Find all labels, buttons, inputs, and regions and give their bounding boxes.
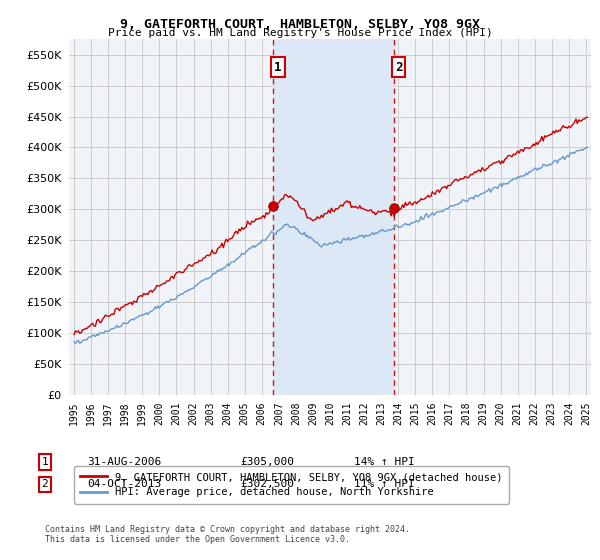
Legend: 9, GATEFORTH COURT, HAMBLETON, SELBY, YO8 9GX (detached house), HPI: Average pri: 9, GATEFORTH COURT, HAMBLETON, SELBY, YO… <box>74 466 509 503</box>
Text: 1: 1 <box>274 60 281 73</box>
Text: 04-OCT-2013: 04-OCT-2013 <box>87 479 161 489</box>
Bar <box>273 39 394 395</box>
Text: 1: 1 <box>41 457 49 467</box>
Text: Price paid vs. HM Land Registry's House Price Index (HPI): Price paid vs. HM Land Registry's House … <box>107 28 493 38</box>
Text: 2: 2 <box>395 60 403 73</box>
Text: £305,000: £305,000 <box>240 457 294 467</box>
Text: 9, GATEFORTH COURT, HAMBLETON, SELBY, YO8 9GX: 9, GATEFORTH COURT, HAMBLETON, SELBY, YO… <box>120 18 480 31</box>
Text: 14% ↑ HPI: 14% ↑ HPI <box>354 457 415 467</box>
Text: 2: 2 <box>41 479 49 489</box>
Text: 31-AUG-2006: 31-AUG-2006 <box>87 457 161 467</box>
Text: 11% ↑ HPI: 11% ↑ HPI <box>354 479 415 489</box>
Text: £302,500: £302,500 <box>240 479 294 489</box>
Text: Contains HM Land Registry data © Crown copyright and database right 2024.
This d: Contains HM Land Registry data © Crown c… <box>45 525 410 544</box>
